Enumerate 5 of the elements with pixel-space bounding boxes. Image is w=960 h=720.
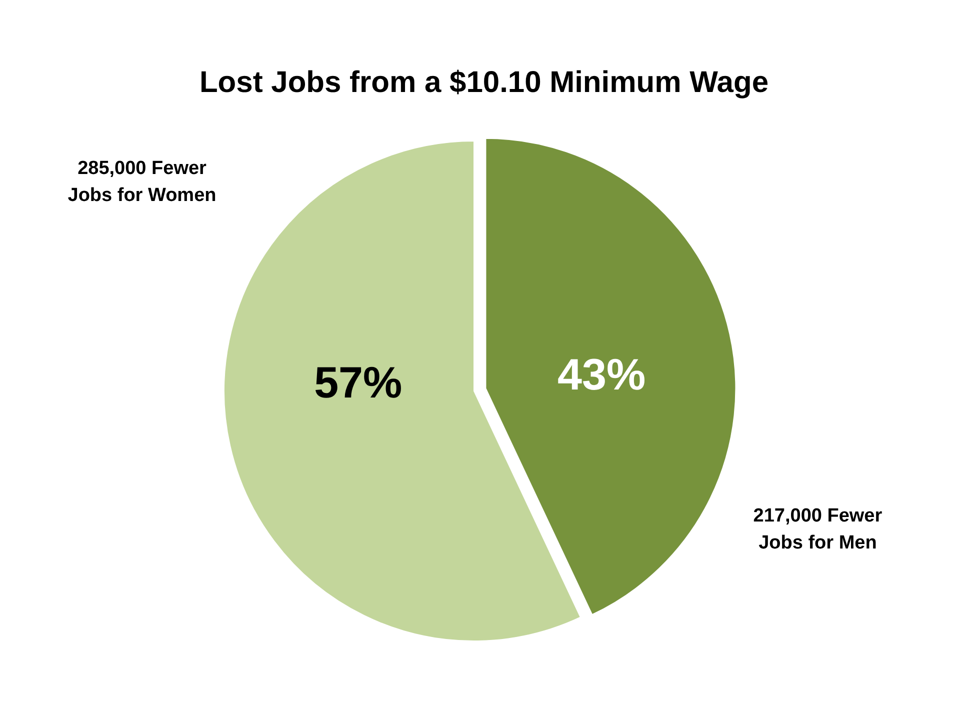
data-label: 57%	[314, 358, 402, 408]
slice-label: 285,000 Fewer Jobs for Women	[68, 158, 216, 206]
data-label: 43%	[558, 350, 646, 400]
chart-title: Lost Jobs from a $10.10 Minimum Wage	[199, 66, 769, 99]
slice-label: 217,000 Fewer Jobs for Men	[753, 505, 883, 554]
